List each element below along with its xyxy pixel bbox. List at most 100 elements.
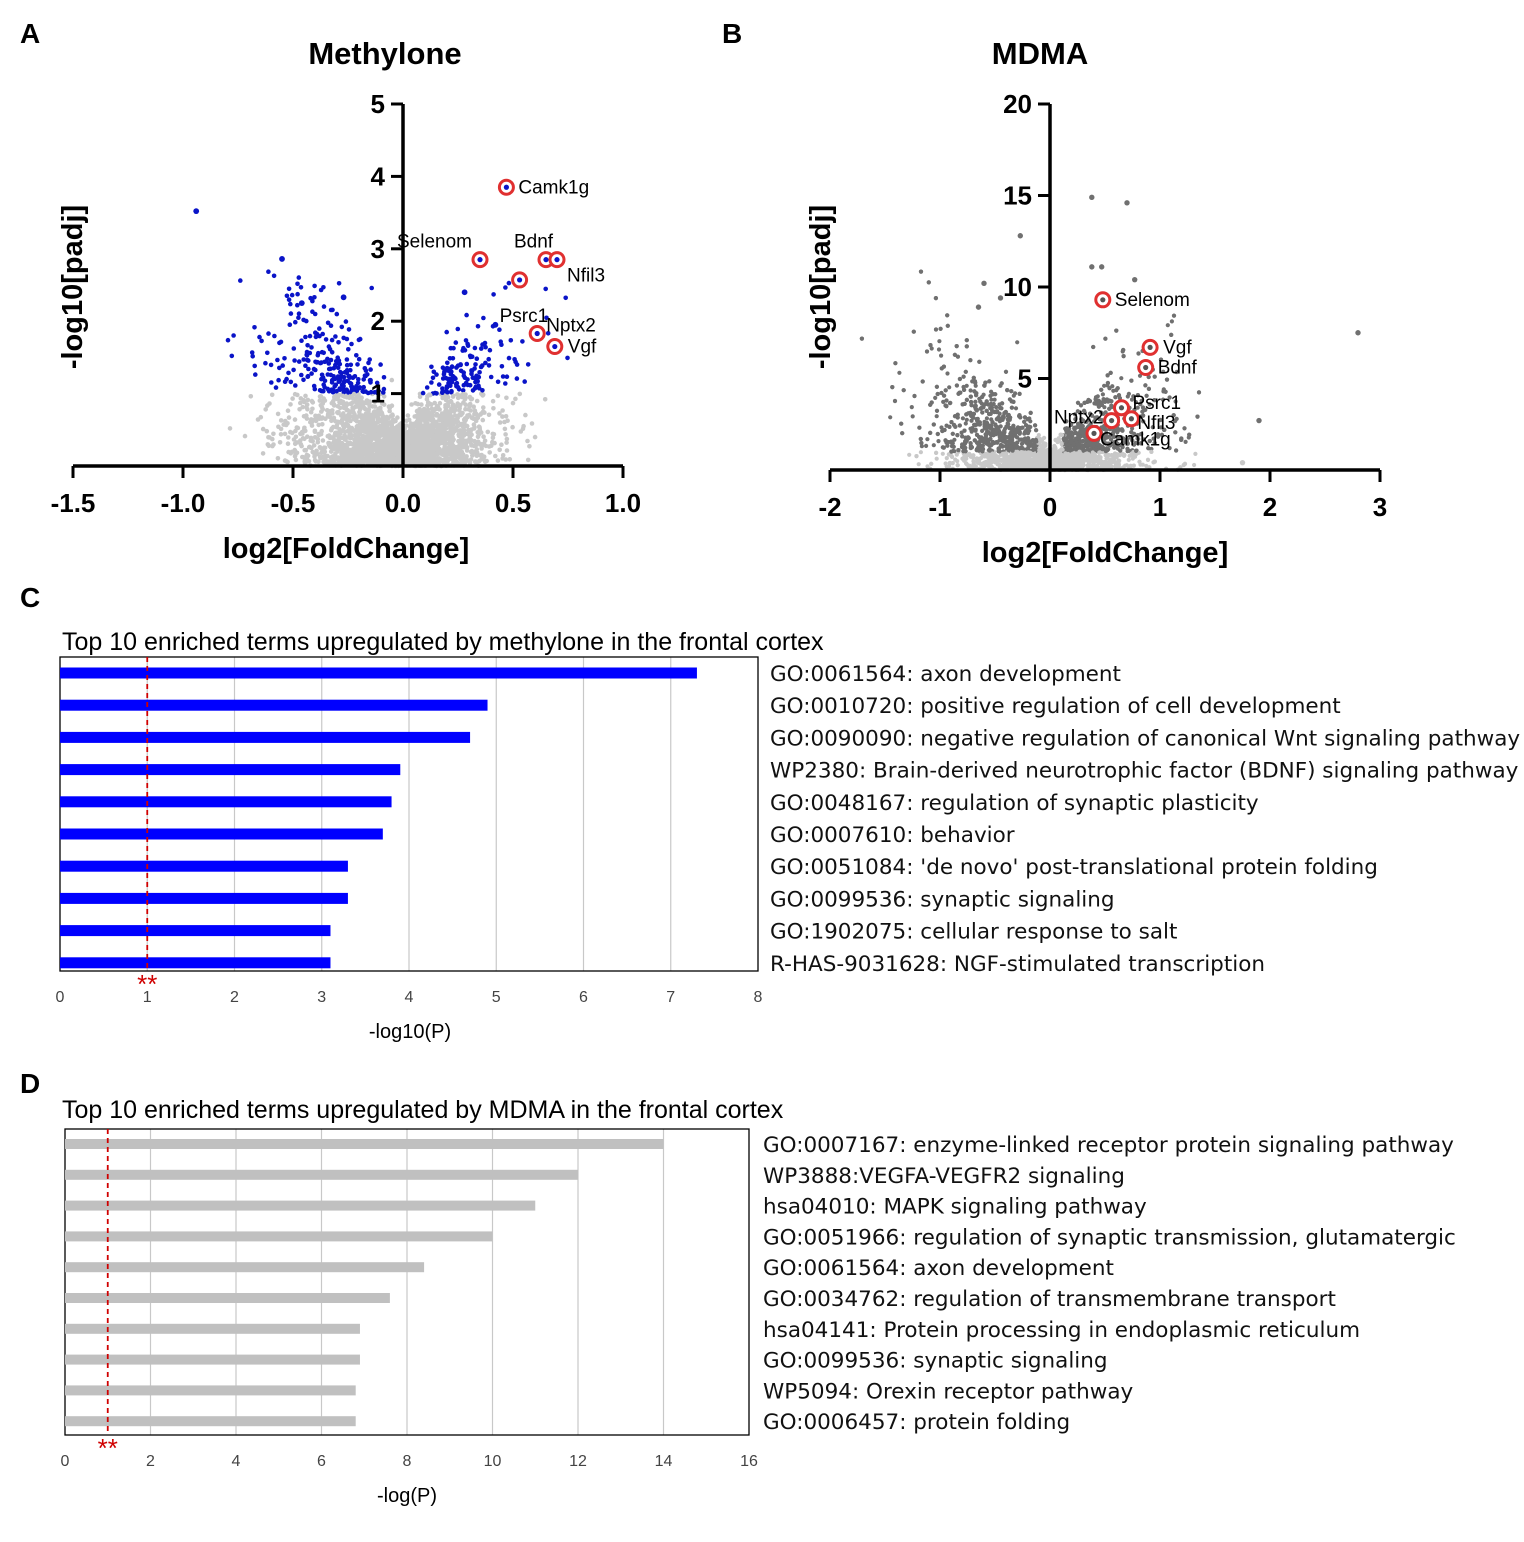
gene-point bbox=[389, 452, 395, 457]
significant-gene-point bbox=[354, 353, 359, 358]
significant-gene-point bbox=[286, 286, 292, 292]
gene-point bbox=[430, 416, 436, 422]
significant-gene-point bbox=[334, 388, 339, 394]
significant-gene-point bbox=[325, 320, 331, 326]
gene-point bbox=[380, 427, 385, 433]
significant-gene-point bbox=[344, 357, 350, 362]
significant-gene-point bbox=[506, 280, 512, 286]
significant-gene-point bbox=[1011, 393, 1016, 398]
gene-point bbox=[467, 428, 473, 433]
gene-point bbox=[266, 443, 272, 449]
gene-point bbox=[328, 427, 334, 433]
gene-point bbox=[292, 391, 298, 397]
significant-gene-point bbox=[314, 331, 320, 337]
gene-point bbox=[421, 407, 427, 413]
gene-point bbox=[445, 458, 451, 463]
gene-point bbox=[426, 433, 432, 438]
significant-gene-point bbox=[337, 378, 342, 384]
outlier-gene-point bbox=[193, 208, 200, 215]
gene-point bbox=[387, 405, 393, 411]
significant-gene-point bbox=[329, 350, 335, 355]
gene-point bbox=[490, 431, 496, 437]
gene-point bbox=[416, 438, 422, 443]
significant-gene-point bbox=[263, 360, 268, 366]
gene-point bbox=[297, 407, 302, 412]
gene-point bbox=[294, 425, 300, 430]
gene-point bbox=[467, 401, 473, 407]
x-tick-label: 0.0 bbox=[385, 488, 421, 518]
gene-point bbox=[349, 460, 354, 465]
gene-point bbox=[518, 429, 524, 434]
gene-point bbox=[355, 431, 361, 437]
gene-point bbox=[438, 417, 444, 423]
outlier-gene-point bbox=[340, 294, 347, 301]
significant-gene-point bbox=[355, 362, 360, 367]
significant-gene-point bbox=[225, 337, 231, 343]
gene-point bbox=[427, 456, 433, 462]
outlier-gene-point bbox=[461, 289, 468, 296]
gene-point bbox=[425, 427, 431, 433]
gene-point bbox=[347, 411, 352, 417]
gene-point bbox=[366, 443, 371, 448]
volcano-plot-a: Methylone-1.5 -1.0 -0.5 0.0 0.5 1.012345log2[… bbox=[51, 36, 641, 565]
gene-point bbox=[271, 431, 276, 437]
gene-point bbox=[376, 457, 381, 462]
gene-point bbox=[242, 433, 248, 439]
gene-point bbox=[459, 411, 465, 417]
significant-gene-point bbox=[295, 281, 300, 287]
y-tick-label: 1 bbox=[371, 379, 385, 409]
gene-point bbox=[417, 394, 423, 400]
gene-point bbox=[264, 428, 270, 434]
gene-point bbox=[412, 414, 418, 419]
y-tick-label: 4 bbox=[371, 161, 386, 191]
gene-point bbox=[473, 443, 479, 448]
significant-gene-point bbox=[304, 318, 309, 324]
gene-point bbox=[468, 408, 474, 413]
significant-gene-point bbox=[429, 380, 434, 385]
gene-point bbox=[392, 428, 398, 434]
gene-point bbox=[442, 412, 448, 417]
gene-point bbox=[357, 412, 362, 417]
gene-point bbox=[454, 459, 459, 465]
gene-point bbox=[327, 443, 333, 449]
significant-gene-point bbox=[299, 372, 304, 378]
gene-point bbox=[417, 454, 422, 460]
gene-point bbox=[510, 400, 516, 406]
significant-gene-point bbox=[277, 340, 282, 346]
gene-point bbox=[451, 393, 456, 399]
gene-label: Nptx2 bbox=[546, 316, 596, 337]
significant-gene-point bbox=[321, 388, 326, 394]
significant-gene-point bbox=[360, 388, 366, 394]
gene-point bbox=[436, 423, 441, 428]
gene-point bbox=[503, 432, 508, 437]
significant-gene-point bbox=[296, 275, 302, 280]
significant-gene-point bbox=[348, 367, 353, 373]
significant-gene-point bbox=[349, 341, 354, 347]
gene-point bbox=[448, 429, 453, 434]
significant-gene-point bbox=[312, 283, 317, 289]
gene-point bbox=[419, 402, 424, 407]
significant-gene-point bbox=[309, 371, 314, 376]
gene-point bbox=[305, 397, 311, 403]
significant-gene-point bbox=[312, 386, 318, 392]
highlighted-gene-dot bbox=[543, 257, 549, 263]
gene-point bbox=[339, 417, 345, 423]
significant-gene-point bbox=[330, 389, 336, 395]
significant-gene-point bbox=[346, 327, 352, 332]
significant-gene-point bbox=[336, 340, 341, 345]
significant-gene-point bbox=[282, 356, 287, 361]
gene-point bbox=[313, 459, 319, 464]
gene-point bbox=[467, 434, 473, 440]
significant-gene-point bbox=[483, 360, 488, 366]
significant-gene-point bbox=[481, 315, 486, 321]
gene-point bbox=[348, 447, 353, 453]
gene-point bbox=[477, 425, 482, 430]
significant-gene-point bbox=[266, 269, 271, 275]
highlighted-gene-dot bbox=[477, 257, 483, 263]
significant-gene-point bbox=[933, 395, 938, 400]
gene-point bbox=[266, 435, 271, 440]
gene-point bbox=[480, 392, 486, 397]
significant-gene-point bbox=[499, 364, 505, 369]
gene-point bbox=[344, 394, 350, 400]
